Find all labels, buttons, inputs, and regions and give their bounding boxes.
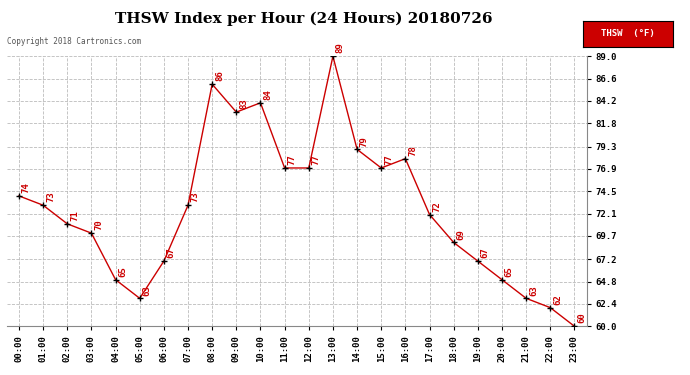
Text: 70: 70 xyxy=(95,220,103,230)
Text: 73: 73 xyxy=(191,192,200,202)
Text: THSW Index per Hour (24 Hours) 20180726: THSW Index per Hour (24 Hours) 20180726 xyxy=(115,11,493,26)
Text: 79: 79 xyxy=(360,136,369,147)
Text: 77: 77 xyxy=(288,154,297,165)
Text: 67: 67 xyxy=(167,248,176,258)
Text: 77: 77 xyxy=(384,154,393,165)
Text: 89: 89 xyxy=(336,43,345,54)
Text: 62: 62 xyxy=(553,294,562,305)
Text: 63: 63 xyxy=(143,285,152,296)
Text: THSW  (°F): THSW (°F) xyxy=(601,29,655,38)
Text: 78: 78 xyxy=(408,145,417,156)
Text: Copyright 2018 Cartronics.com: Copyright 2018 Cartronics.com xyxy=(7,38,141,46)
Text: 65: 65 xyxy=(505,266,514,277)
Text: 69: 69 xyxy=(457,229,466,240)
Text: 73: 73 xyxy=(46,192,55,202)
Text: 74: 74 xyxy=(22,182,31,193)
Text: 86: 86 xyxy=(215,70,224,81)
Text: 67: 67 xyxy=(481,248,490,258)
Text: 72: 72 xyxy=(433,201,442,212)
Text: 65: 65 xyxy=(119,266,128,277)
Text: 77: 77 xyxy=(312,154,321,165)
Text: 71: 71 xyxy=(70,210,79,221)
Text: 60: 60 xyxy=(578,313,586,324)
Text: 83: 83 xyxy=(239,99,248,109)
Text: 84: 84 xyxy=(264,89,273,100)
Text: 63: 63 xyxy=(529,285,538,296)
